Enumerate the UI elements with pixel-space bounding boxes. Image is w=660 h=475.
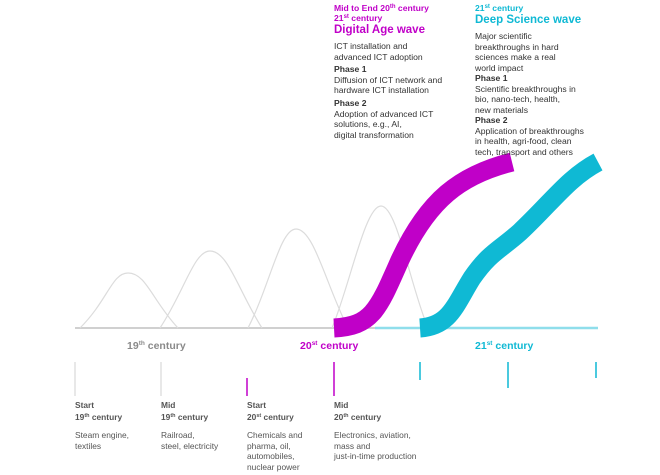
digital-phase1-label: Phase 1 <box>334 64 367 74</box>
milestone-mid-20th: Mid 20th century Electronics, aviation, m… <box>334 400 417 461</box>
digital-phase1: Phase 1 Diffusion of ICT network and hard… <box>334 64 443 95</box>
century-label-20th: 20st century <box>300 340 359 352</box>
wave-deep-science <box>418 153 603 338</box>
digital-phase2: Phase 2 Adoption of advanced ICT solution… <box>334 98 434 140</box>
century-label-21st: 21st century <box>475 340 534 352</box>
science-phase2-label: Phase 2 <box>475 115 508 125</box>
wave-railroad-steel <box>159 250 263 329</box>
wave-digital-age <box>333 152 515 338</box>
milestone-start-20th: Start 20st century Chemicals and pharma, … <box>247 400 303 472</box>
science-phase2: Phase 2 Application of breakthroughs in h… <box>475 115 584 157</box>
wave-electronics-aviation <box>331 205 429 329</box>
science-summary: Major scientific breakthroughs in hard sci… <box>475 31 559 73</box>
science-phase1: Phase 1 Scientific breakthroughs in bio, … <box>475 73 576 115</box>
milestone-mid-19th: Mid 19th century Railroad, steel, electri… <box>161 400 219 451</box>
wave-chemicals-oil <box>247 228 349 329</box>
science-era: 21st century <box>475 3 524 13</box>
digital-phase2-label: Phase 2 <box>334 98 367 108</box>
century-label-19th: 19th century <box>127 340 186 352</box>
digital-summary: ICT installation and advanced ICT adoptio… <box>334 41 423 62</box>
digital-era-line1: Mid to End 20th century <box>334 3 429 13</box>
science-wave-title: Deep Science wave <box>475 14 582 26</box>
digital-era-line2: 21st century <box>334 13 383 23</box>
digital-wave-title: Digital Age wave <box>334 24 425 36</box>
milestone-start-19th: Start 19th century Steam engine, textiles <box>75 400 130 451</box>
wave-steam-textiles <box>79 272 179 329</box>
science-phase1-label: Phase 1 <box>475 73 508 83</box>
